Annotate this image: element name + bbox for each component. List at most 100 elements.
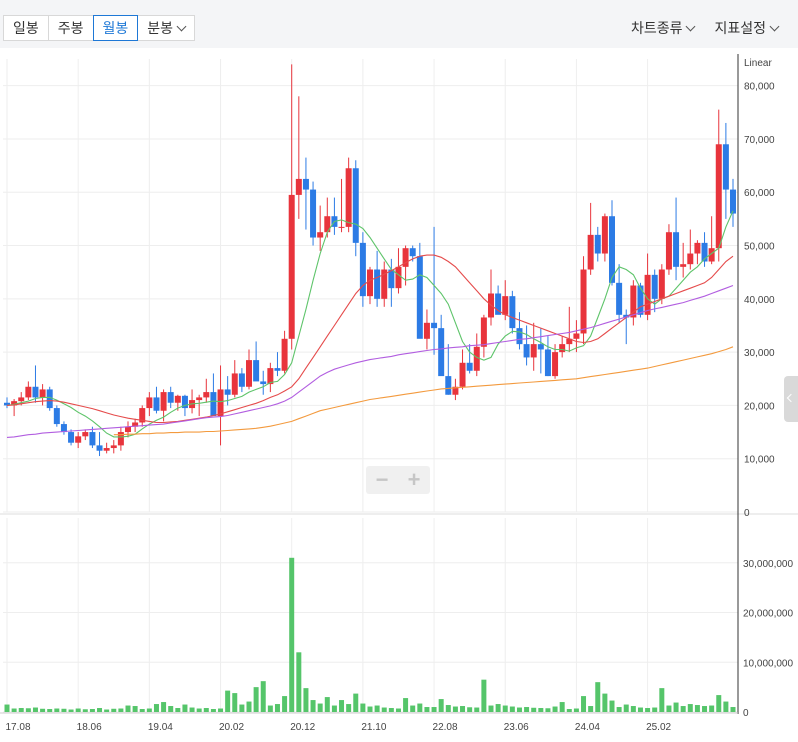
candle-body[interactable] bbox=[644, 274, 651, 315]
volume-bar[interactable] bbox=[146, 708, 152, 712]
volume-bar[interactable] bbox=[239, 704, 245, 712]
candle-body[interactable] bbox=[722, 144, 729, 190]
candle-body[interactable] bbox=[495, 293, 502, 315]
volume-bar[interactable] bbox=[331, 705, 337, 712]
volume-bar[interactable] bbox=[481, 679, 487, 712]
candle-body[interactable] bbox=[509, 296, 516, 329]
volume-bar[interactable] bbox=[253, 687, 259, 712]
volume-bar[interactable] bbox=[274, 704, 280, 712]
candle-body[interactable] bbox=[708, 248, 715, 262]
volume-bar[interactable] bbox=[296, 652, 302, 712]
candle-body[interactable] bbox=[594, 234, 601, 254]
candle-body[interactable] bbox=[416, 256, 423, 339]
volume-bar[interactable] bbox=[388, 708, 394, 712]
volume-bar[interactable] bbox=[680, 706, 686, 712]
volume-bar[interactable] bbox=[502, 705, 508, 712]
candle-body[interactable] bbox=[409, 248, 416, 257]
candle-body[interactable] bbox=[452, 386, 459, 395]
volume-bar[interactable] bbox=[588, 706, 594, 712]
candle-body[interactable] bbox=[246, 360, 252, 387]
candle-body[interactable] bbox=[438, 328, 445, 377]
volume-bar[interactable] bbox=[573, 708, 579, 712]
candle-body[interactable] bbox=[374, 269, 381, 299]
candle-body[interactable] bbox=[537, 344, 544, 350]
candle-body[interactable] bbox=[573, 333, 580, 339]
volume-bar[interactable] bbox=[54, 708, 60, 712]
volume-bar[interactable] bbox=[531, 707, 537, 712]
candle-body[interactable] bbox=[423, 322, 430, 339]
volume-bar[interactable] bbox=[552, 706, 558, 712]
volume-bar[interactable] bbox=[82, 709, 88, 712]
candle-body[interactable] bbox=[352, 168, 359, 243]
volume-bar[interactable] bbox=[616, 707, 622, 712]
volume-bar[interactable] bbox=[424, 707, 430, 712]
side-panel-toggle[interactable] bbox=[784, 376, 798, 422]
candle-body[interactable] bbox=[18, 397, 25, 402]
volume-bar[interactable] bbox=[267, 705, 273, 712]
zoom-out-button[interactable]: − bbox=[375, 467, 389, 492]
volume-bar[interactable] bbox=[225, 690, 231, 712]
volume-bar[interactable] bbox=[246, 701, 252, 712]
volume-bar[interactable] bbox=[652, 707, 658, 712]
volume-bar[interactable] bbox=[495, 704, 501, 712]
candle-body[interactable] bbox=[153, 397, 160, 411]
candle-body[interactable] bbox=[367, 269, 373, 297]
volume-bar[interactable] bbox=[97, 708, 103, 712]
volume-bar[interactable] bbox=[324, 697, 330, 712]
candle-body[interactable] bbox=[651, 274, 658, 299]
candle-body[interactable] bbox=[125, 426, 131, 433]
volume-bar[interactable] bbox=[524, 707, 530, 712]
candle-body[interactable] bbox=[395, 266, 402, 289]
volume-bar[interactable] bbox=[139, 709, 145, 712]
candle-body[interactable] bbox=[82, 432, 89, 437]
candle-body[interactable] bbox=[46, 389, 53, 409]
tab-monthly[interactable]: 월봉 bbox=[92, 15, 139, 41]
candle-body[interactable] bbox=[132, 422, 139, 427]
volume-bar[interactable] bbox=[381, 707, 387, 712]
volume-bar[interactable] bbox=[417, 703, 423, 712]
volume-bar[interactable] bbox=[452, 706, 458, 712]
candle-body[interactable] bbox=[302, 178, 309, 190]
volume-bar[interactable] bbox=[623, 704, 629, 712]
volume-bar[interactable] bbox=[61, 708, 67, 712]
volume-bar[interactable] bbox=[666, 705, 672, 712]
volume-bar[interactable] bbox=[303, 688, 309, 712]
zoom-in-button[interactable]: + bbox=[407, 467, 421, 492]
candle-body[interactable] bbox=[673, 232, 680, 267]
volume-bar[interactable] bbox=[32, 707, 38, 712]
candle-body[interactable] bbox=[359, 242, 366, 297]
volume-bar[interactable] bbox=[467, 707, 473, 712]
volume-bar[interactable] bbox=[566, 709, 572, 712]
candle-body[interactable] bbox=[317, 232, 324, 238]
candle-body[interactable] bbox=[167, 392, 174, 403]
candle-body[interactable] bbox=[516, 328, 523, 345]
volume-bar[interactable] bbox=[545, 708, 551, 712]
tab-daily[interactable]: 일봉 bbox=[3, 15, 49, 41]
volume-bar[interactable] bbox=[310, 700, 316, 712]
volume-bar[interactable] bbox=[189, 707, 195, 712]
candle-body[interactable] bbox=[388, 269, 395, 289]
volume-bar[interactable] bbox=[40, 708, 46, 712]
volume-bar[interactable] bbox=[410, 705, 416, 712]
volume-bar[interactable] bbox=[18, 708, 24, 712]
candle-body[interactable] bbox=[658, 269, 665, 299]
volume-bar[interactable] bbox=[702, 706, 708, 712]
volume-bar[interactable] bbox=[111, 708, 117, 712]
volume-bar[interactable] bbox=[232, 693, 238, 712]
candle-body[interactable] bbox=[687, 253, 694, 265]
volume-bar[interactable] bbox=[218, 708, 224, 712]
volume-bar[interactable] bbox=[687, 704, 693, 712]
volume-bar[interactable] bbox=[445, 705, 451, 712]
candle-body[interactable] bbox=[210, 392, 217, 417]
candle-body[interactable] bbox=[274, 368, 281, 371]
volume-bar[interactable] bbox=[460, 706, 466, 712]
candle-body[interactable] bbox=[295, 178, 302, 195]
candle-body[interactable] bbox=[609, 216, 615, 283]
volume-bar[interactable] bbox=[637, 707, 643, 712]
volume-bar[interactable] bbox=[203, 708, 209, 712]
candle-body[interactable] bbox=[701, 242, 708, 262]
volume-bar[interactable] bbox=[47, 709, 53, 712]
candle-body[interactable] bbox=[203, 392, 210, 398]
volume-bar[interactable] bbox=[282, 696, 288, 712]
volume-bar[interactable] bbox=[581, 696, 587, 712]
